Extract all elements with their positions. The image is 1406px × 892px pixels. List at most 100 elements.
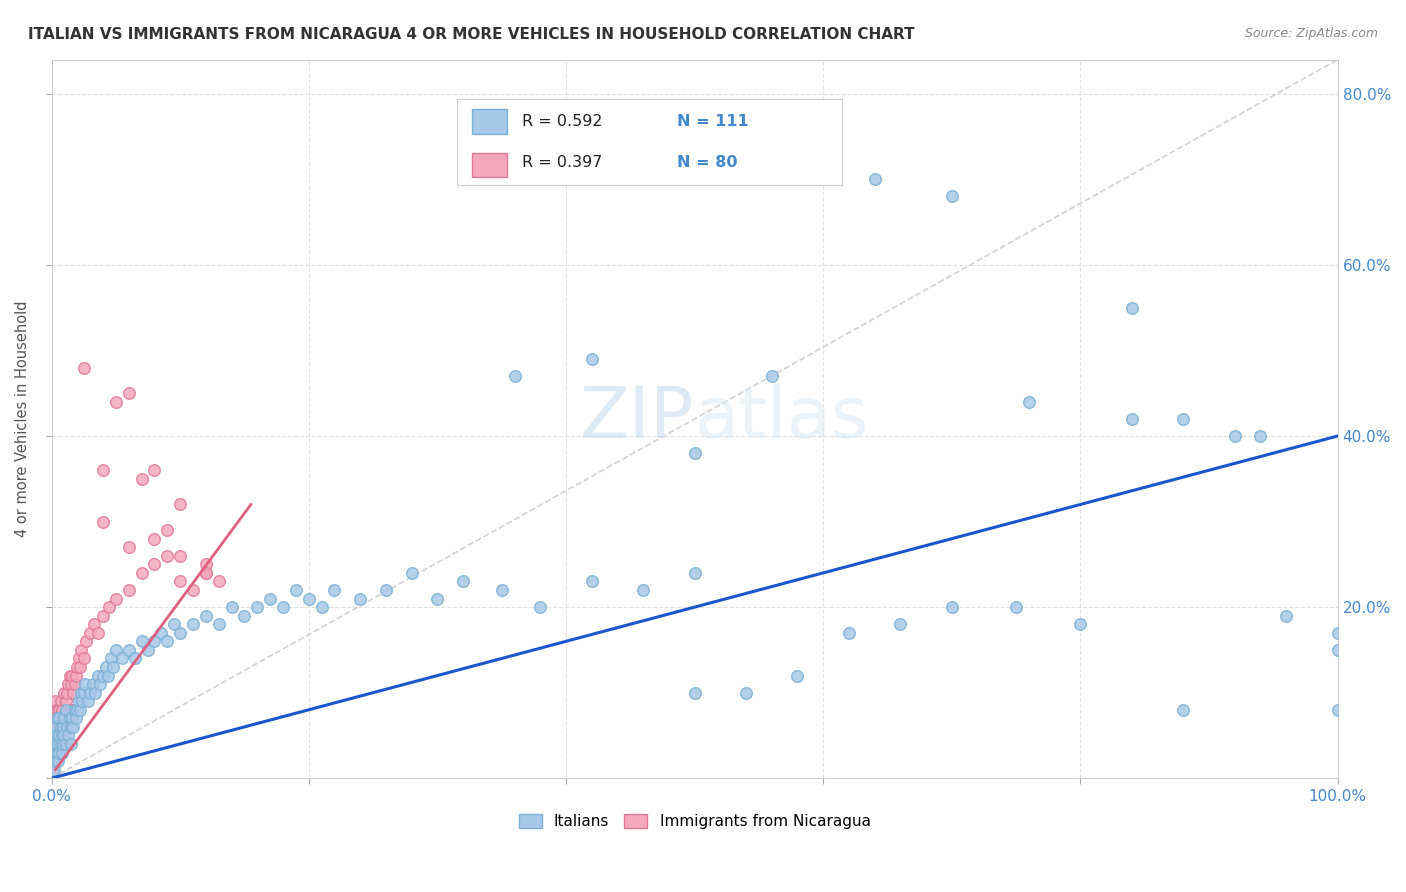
- Point: [48, 720, 70, 734]
- Point: [426, 591, 449, 606]
- Point: [65, 711, 87, 725]
- Point: [44, 728, 66, 742]
- Point: [259, 591, 281, 606]
- Point: [87, 668, 110, 682]
- Point: [311, 600, 333, 615]
- Point: [156, 634, 179, 648]
- Point: [60, 703, 83, 717]
- Point: [53, 720, 76, 734]
- Point: [58, 711, 80, 725]
- Point: [49, 737, 72, 751]
- Point: [42, 754, 65, 768]
- Point: [149, 625, 172, 640]
- Point: [118, 582, 141, 597]
- Point: [1223, 429, 1246, 443]
- Point: [786, 668, 808, 682]
- Point: [156, 523, 179, 537]
- Point: [1069, 617, 1091, 632]
- Point: [131, 566, 153, 580]
- Point: [67, 651, 90, 665]
- Point: [56, 720, 79, 734]
- Point: [42, 720, 65, 734]
- Point: [48, 711, 70, 725]
- Text: ZIP: ZIP: [581, 384, 695, 453]
- Point: [1173, 703, 1195, 717]
- Point: [103, 660, 125, 674]
- Point: [42, 746, 65, 760]
- Point: [374, 582, 396, 597]
- Point: [63, 703, 86, 717]
- Point: [58, 668, 80, 682]
- Point: [70, 686, 93, 700]
- Point: [131, 634, 153, 648]
- Point: [46, 754, 69, 768]
- Point: [46, 728, 69, 742]
- Point: [143, 532, 166, 546]
- Point: [45, 728, 67, 742]
- Point: [208, 617, 231, 632]
- Point: [838, 625, 860, 640]
- Point: [69, 660, 91, 674]
- Point: [100, 651, 122, 665]
- Point: [87, 625, 110, 640]
- Point: [53, 737, 76, 751]
- Point: [42, 754, 65, 768]
- Point: [581, 574, 603, 589]
- Point: [1005, 600, 1028, 615]
- Point: [581, 351, 603, 366]
- Point: [55, 703, 77, 717]
- Point: [59, 737, 82, 751]
- Point: [89, 677, 111, 691]
- Point: [1326, 625, 1348, 640]
- Point: [66, 660, 89, 674]
- Point: [1121, 412, 1143, 426]
- Point: [51, 746, 73, 760]
- Point: [58, 677, 80, 691]
- Point: [60, 668, 83, 682]
- Point: [111, 651, 134, 665]
- Point: [941, 189, 963, 203]
- Point: [156, 549, 179, 563]
- Point: [118, 540, 141, 554]
- Point: [91, 608, 114, 623]
- Point: [98, 600, 121, 615]
- Point: [55, 694, 77, 708]
- Point: [44, 746, 66, 760]
- Point: [44, 737, 66, 751]
- Point: [58, 728, 80, 742]
- Point: [42, 763, 65, 777]
- Point: [84, 686, 107, 700]
- Point: [169, 625, 191, 640]
- Point: [246, 600, 269, 615]
- Point: [1249, 429, 1271, 443]
- Point: [42, 703, 65, 717]
- Point: [82, 677, 104, 691]
- Point: [181, 582, 204, 597]
- Point: [42, 737, 65, 751]
- Point: [169, 574, 191, 589]
- Point: [45, 746, 67, 760]
- Point: [65, 668, 87, 682]
- Point: [97, 668, 120, 682]
- Point: [1326, 643, 1348, 657]
- Point: [52, 737, 75, 751]
- Text: Source: ZipAtlas.com: Source: ZipAtlas.com: [1244, 27, 1378, 40]
- Point: [51, 703, 73, 717]
- Point: [735, 686, 758, 700]
- Point: [59, 711, 82, 725]
- Point: [60, 711, 83, 725]
- Point: [271, 600, 294, 615]
- Point: [44, 720, 66, 734]
- Text: ITALIAN VS IMMIGRANTS FROM NICARAGUA 4 OR MORE VEHICLES IN HOUSEHOLD CORRELATION: ITALIAN VS IMMIGRANTS FROM NICARAGUA 4 O…: [28, 27, 915, 42]
- Point: [1173, 412, 1195, 426]
- Point: [45, 737, 67, 751]
- Point: [73, 677, 96, 691]
- Point: [53, 711, 76, 725]
- Point: [66, 703, 89, 717]
- Point: [55, 737, 77, 751]
- Point: [51, 720, 73, 734]
- Point: [44, 694, 66, 708]
- Point: [63, 677, 86, 691]
- Point: [56, 686, 79, 700]
- Point: [349, 591, 371, 606]
